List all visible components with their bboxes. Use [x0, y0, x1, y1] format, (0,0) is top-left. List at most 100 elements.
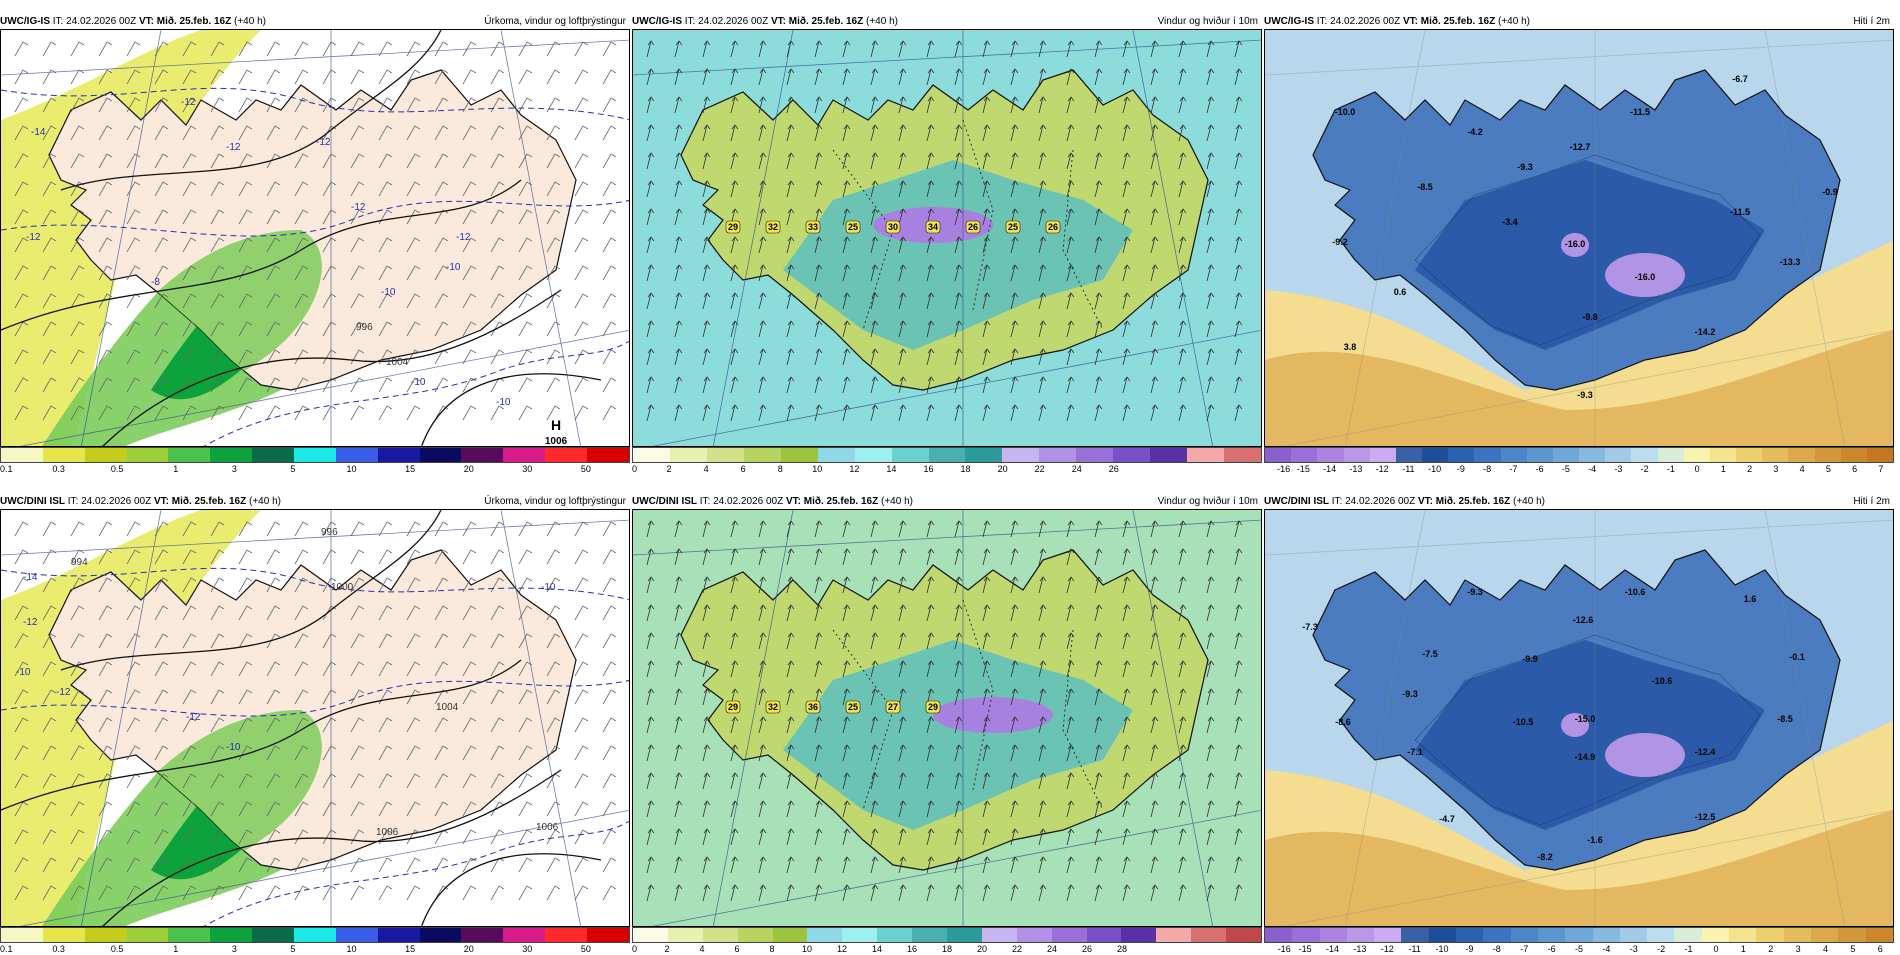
header-lead: (+40 h) — [234, 16, 266, 27]
colorbar-tick-label: 1 — [173, 464, 179, 474]
map-area[interactable]: -9.3 -10.6 -12.6 1.6 -7.3 -7.5 -9.9 -0.1 -10.6 -9… — [1264, 509, 1894, 927]
colorbar-tick-label: 22 — [1011, 944, 1023, 954]
colorbar-tick-label: 3 — [231, 464, 237, 474]
colorbar-swatch — [1, 928, 43, 942]
gust-marker — [885, 220, 901, 234]
isoline-label: -8 — [151, 277, 160, 288]
colorbar-swatch — [1016, 928, 1052, 942]
colorbar-swatch — [1647, 928, 1675, 942]
header-it: IT: 24.02.2026 00Z — [1316, 16, 1401, 27]
colorbar-swatch — [1565, 928, 1593, 942]
colorbar-swatch — [1736, 448, 1763, 462]
colorbar-swatch — [377, 448, 420, 462]
colorbar-tick-label: 20 — [976, 944, 988, 954]
colorbar-tick-label: 1 — [173, 944, 179, 954]
colorbar-swatch — [252, 928, 295, 942]
isoline-label: -10 — [381, 287, 396, 298]
temperature-value: -14.9 — [1575, 752, 1596, 762]
colorbar-swatch — [1187, 448, 1224, 462]
colorbar-tick-label: 6 — [1852, 464, 1858, 474]
gust-value: 25 — [1008, 222, 1018, 232]
map-area[interactable]: -12 -14 -12 -12 -12 -12 -10 -12 -8 -10 -10 -10 996 10… — [0, 29, 630, 447]
isotherms — [1, 567, 629, 926]
graticule — [1, 510, 629, 926]
gust-marker — [925, 700, 941, 714]
isoline-label: -14 — [23, 572, 38, 583]
colorbar-tick-label: 3 — [231, 944, 237, 954]
colorbar-swatch — [1121, 928, 1157, 942]
header-it: IT: 24.02.2026 00Z — [1331, 496, 1416, 507]
colorbar-swatch — [1428, 928, 1457, 942]
header-model: UWC/IG-IS — [1264, 16, 1314, 27]
colorbar-tick-label: 2 — [1747, 464, 1753, 474]
map-area[interactable]: 996 994 -14 -12 -10 -12 -10 -12 -10 1000 1004 1006 1… — [0, 509, 630, 927]
temperature-value: -9.3 — [1467, 587, 1483, 597]
header-vt-label: VT: — [770, 16, 786, 27]
gust-value: 30 — [888, 222, 898, 232]
colorbar-swatch — [419, 448, 462, 462]
colorbar — [632, 927, 1262, 943]
colorbar — [0, 927, 630, 943]
colorbar-swatch — [377, 928, 420, 942]
map-panel-precip: UWC/DINI ISL IT: 24.02.2026 00Z VT: Mið.… — [0, 495, 630, 955]
header-vt-label: VT: — [138, 16, 154, 27]
gust-value: 26 — [968, 222, 978, 232]
colorbar-swatch — [981, 928, 1017, 942]
isoline-label: -12 — [316, 137, 331, 148]
colorbar-tick-label: -13 — [1349, 464, 1363, 474]
colorbar-swatch — [503, 448, 546, 462]
colorbar-swatch — [667, 928, 703, 942]
colorbar-swatch — [1051, 928, 1087, 942]
map-svg: -10.0 -4.2 -8.5 -9.3 -12.7 -11.5 -6.7 -9.2 -3.4 -… — [1265, 30, 1893, 446]
gust-value: 34 — [928, 222, 938, 232]
temperature-value: 0.6 — [1394, 287, 1407, 297]
colorbar-tick-label: 2 — [1768, 944, 1774, 954]
high-pressure-value: 1006 — [545, 436, 568, 447]
map-area[interactable]: -10.0 -4.2 -8.5 -9.3 -12.7 -11.5 -6.7 -9.2 -3.4 -… — [1264, 29, 1894, 447]
gust-value: 25 — [848, 222, 858, 232]
header-lead: (+40 h) — [249, 496, 281, 507]
map-area[interactable]: 29 32 36 25 27 29 — [632, 509, 1262, 927]
colorbar-swatch — [545, 928, 588, 942]
colorbar-tick-label: 10 — [346, 944, 357, 954]
colorbar-swatch — [126, 928, 169, 942]
temperature-value: -9.3 — [1517, 162, 1533, 172]
isobars — [1, 510, 602, 926]
colorbar-swatch — [42, 928, 85, 942]
graticule — [1265, 510, 1893, 926]
colorbar-tick-label: -12 — [1375, 464, 1389, 474]
colorbar-swatch — [928, 448, 966, 462]
temperature-value: -4.2 — [1467, 127, 1483, 137]
colorbar-swatch — [1150, 448, 1188, 462]
gust-value: 33 — [808, 222, 818, 232]
gust-marker — [725, 220, 741, 234]
temperature-value: -6.7 — [1732, 74, 1748, 84]
colorbar-tick-label: -4 — [1602, 944, 1611, 954]
isoline-label: 996 — [356, 322, 373, 333]
colorbar-tick-label: 4 — [703, 464, 709, 474]
colorbar-tick-label: -8 — [1492, 944, 1501, 954]
colorbar-swatch — [817, 448, 855, 462]
colorbar-tick-label: 24 — [1046, 944, 1058, 954]
isoline-label: -14 — [31, 127, 46, 138]
map-area[interactable]: 29 32 33 25 30 34 26 25 26 — [632, 29, 1262, 447]
panel-header: UWC/DINI ISL IT: 24.02.2026 00Z VT: Mið.… — [1264, 495, 1545, 509]
colorbar-ticks: 0.1 0.3 0.5 1 3 5 10 15 20 30 50 — [0, 943, 630, 955]
colorbar-tick-label: 0 — [632, 464, 638, 474]
isoline-label: 994 — [71, 557, 88, 568]
gust-marker — [805, 700, 821, 714]
isotherms — [1, 87, 629, 446]
gust-marker — [725, 700, 741, 714]
graticule — [633, 30, 1261, 446]
temperature-value: -14.2 — [1695, 327, 1716, 337]
colorbar-swatch — [1526, 448, 1553, 462]
header-model: UWC/IG-IS — [0, 16, 50, 27]
wind-arrows — [646, 40, 1243, 422]
colorbar-swatch — [1552, 448, 1580, 462]
isoline-label: 996 — [321, 527, 338, 538]
colorbar — [0, 447, 630, 463]
wind-zone — [783, 160, 1133, 350]
colorbar-tick-label: 0 — [632, 944, 638, 954]
header-it: IT: 24.02.2026 00Z — [52, 16, 137, 27]
colorbar-tick-label: 5 — [1825, 464, 1831, 474]
